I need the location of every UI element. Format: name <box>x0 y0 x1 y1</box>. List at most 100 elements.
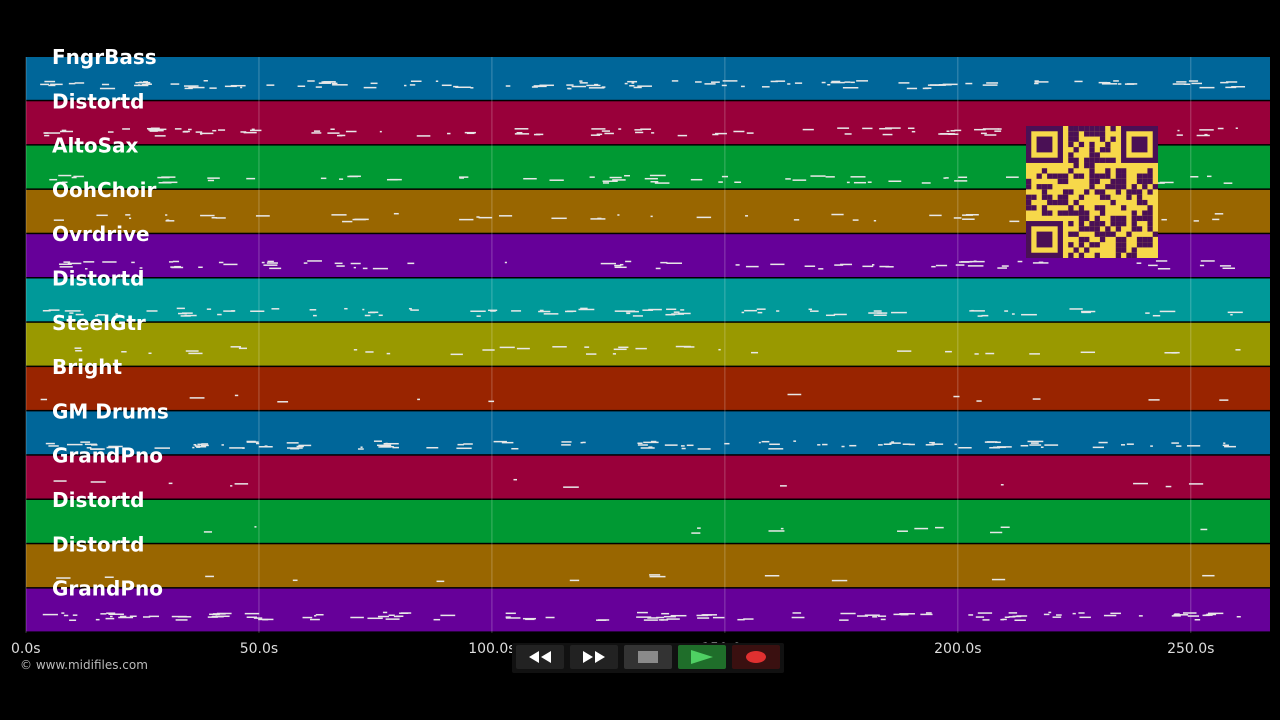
note-mark <box>459 177 465 179</box>
note-mark <box>1172 83 1186 85</box>
stop-icon <box>638 651 658 663</box>
note-mark <box>266 262 278 264</box>
note-mark <box>745 215 749 217</box>
note-mark <box>203 80 208 82</box>
note-mark <box>632 315 643 317</box>
note-mark <box>735 264 740 266</box>
note-mark <box>898 82 910 84</box>
note-mark <box>231 310 236 312</box>
note-mark <box>302 616 313 619</box>
note-mark <box>960 261 973 263</box>
note-mark <box>594 83 599 86</box>
note-mark <box>877 615 887 617</box>
note-mark <box>648 308 662 311</box>
note-mark <box>266 84 275 86</box>
note-mark <box>388 614 395 617</box>
note-mark <box>459 218 474 221</box>
note-mark <box>58 263 72 265</box>
note-mark <box>143 81 149 83</box>
note-mark <box>1235 349 1241 351</box>
track-label: Bright <box>52 355 123 379</box>
note-mark <box>624 82 628 85</box>
note-mark <box>217 313 222 316</box>
note-mark <box>686 444 694 447</box>
note-mark <box>1034 81 1049 83</box>
stop-button[interactable] <box>624 645 672 669</box>
note-mark <box>929 441 935 444</box>
play-button[interactable] <box>678 645 726 669</box>
note-mark <box>470 310 486 312</box>
note-mark <box>535 133 544 136</box>
note-mark <box>994 441 1001 444</box>
note-mark <box>378 314 383 317</box>
note-mark <box>168 482 173 485</box>
note-mark <box>456 447 472 450</box>
note-mark <box>718 348 721 351</box>
note-mark <box>842 86 859 89</box>
note-mark <box>205 575 214 578</box>
note-mark <box>1199 129 1214 131</box>
note-mark <box>756 308 766 310</box>
note-mark <box>625 260 632 263</box>
note-mark <box>1171 442 1179 444</box>
rewind-button[interactable] <box>516 645 564 669</box>
record-icon <box>746 651 766 663</box>
note-mark <box>715 132 727 135</box>
note-mark <box>314 615 317 617</box>
note-mark <box>146 127 154 130</box>
note-mark <box>207 179 215 182</box>
note-mark <box>1188 483 1204 485</box>
note-mark <box>211 216 217 219</box>
note-mark <box>673 311 680 313</box>
note-mark <box>165 214 168 216</box>
note-mark <box>215 217 226 219</box>
note-mark <box>600 262 617 265</box>
note-mark <box>315 613 324 616</box>
note-mark <box>958 447 972 449</box>
note-mark <box>516 347 530 350</box>
note-mark <box>656 616 665 619</box>
note-mark <box>313 130 321 132</box>
note-mark <box>943 177 946 179</box>
note-mark <box>59 266 73 268</box>
note-mark <box>1000 526 1010 529</box>
note-mark <box>980 132 987 135</box>
note-mark <box>794 82 803 84</box>
note-mark <box>392 446 399 449</box>
note-mark <box>416 135 431 137</box>
note-mark <box>636 616 652 618</box>
note-mark <box>543 313 559 315</box>
note-mark <box>666 618 680 620</box>
track-lane <box>26 57 1270 100</box>
note-mark <box>339 178 344 180</box>
note-mark <box>643 441 659 444</box>
note-mark <box>644 177 658 180</box>
note-mark <box>505 616 511 618</box>
note-mark <box>1196 134 1210 137</box>
note-mark <box>1113 80 1119 82</box>
note-mark <box>650 215 653 218</box>
note-mark <box>914 527 929 530</box>
note-mark <box>66 443 83 446</box>
note-mark <box>148 615 160 618</box>
track-label: Distortd <box>52 89 144 113</box>
note-mark <box>1034 80 1039 82</box>
track-lane <box>26 500 1270 543</box>
note-mark <box>1171 615 1181 617</box>
note-mark <box>997 128 1002 130</box>
note-mark <box>775 80 786 82</box>
record-button[interactable] <box>732 645 780 669</box>
note-mark <box>298 444 312 447</box>
note-mark <box>505 612 516 615</box>
note-mark <box>141 83 147 86</box>
note-mark <box>333 82 338 85</box>
note-mark <box>148 352 152 355</box>
note-mark <box>58 174 72 177</box>
note-mark <box>196 446 201 448</box>
fast-forward-button[interactable] <box>570 645 618 669</box>
note-mark <box>588 87 605 89</box>
note-mark <box>962 218 975 220</box>
note-mark <box>968 614 974 616</box>
note-mark <box>902 443 911 445</box>
note-mark <box>206 308 212 310</box>
